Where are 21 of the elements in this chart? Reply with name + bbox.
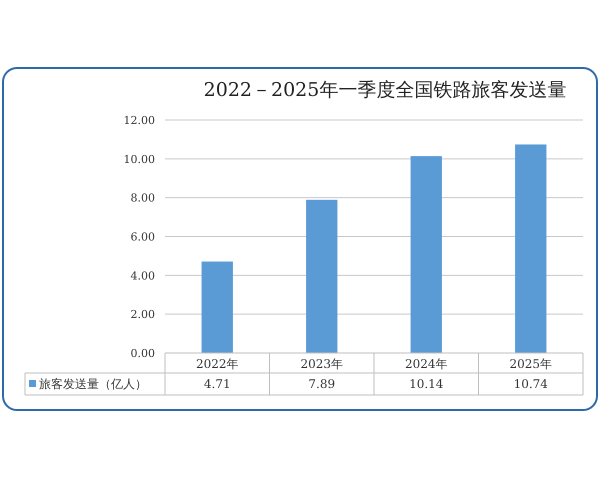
y-tick-label: 10.00 <box>124 152 155 166</box>
legend-label: 旅客发送量（亿人） <box>39 377 147 391</box>
y-tick-label: 0.00 <box>130 347 155 360</box>
y-tick-label: 4.00 <box>130 269 155 282</box>
bar <box>202 262 233 353</box>
data-label: 7.89 <box>308 377 336 391</box>
bar <box>306 200 338 353</box>
x-tick-label: 2023年 <box>300 357 344 371</box>
data-label: 10.74 <box>514 377 548 391</box>
y-tick-label: 8.00 <box>130 192 155 205</box>
data-label: 4.71 <box>204 377 231 391</box>
x-tick-label: 2022年 <box>196 357 239 371</box>
x-tick-label: 2024年 <box>404 357 448 371</box>
data-label: 10.14 <box>409 377 444 391</box>
bar <box>515 144 546 353</box>
y-tick-label: 6.00 <box>130 230 155 244</box>
bar <box>410 156 442 353</box>
chart-title: 2022－2025年一季度全国铁路旅客发送量 <box>204 79 566 101</box>
x-tick-label: 2025年 <box>509 357 552 371</box>
y-tick-label: 2.00 <box>130 308 155 322</box>
y-tick-label: 12.00 <box>124 114 155 127</box>
